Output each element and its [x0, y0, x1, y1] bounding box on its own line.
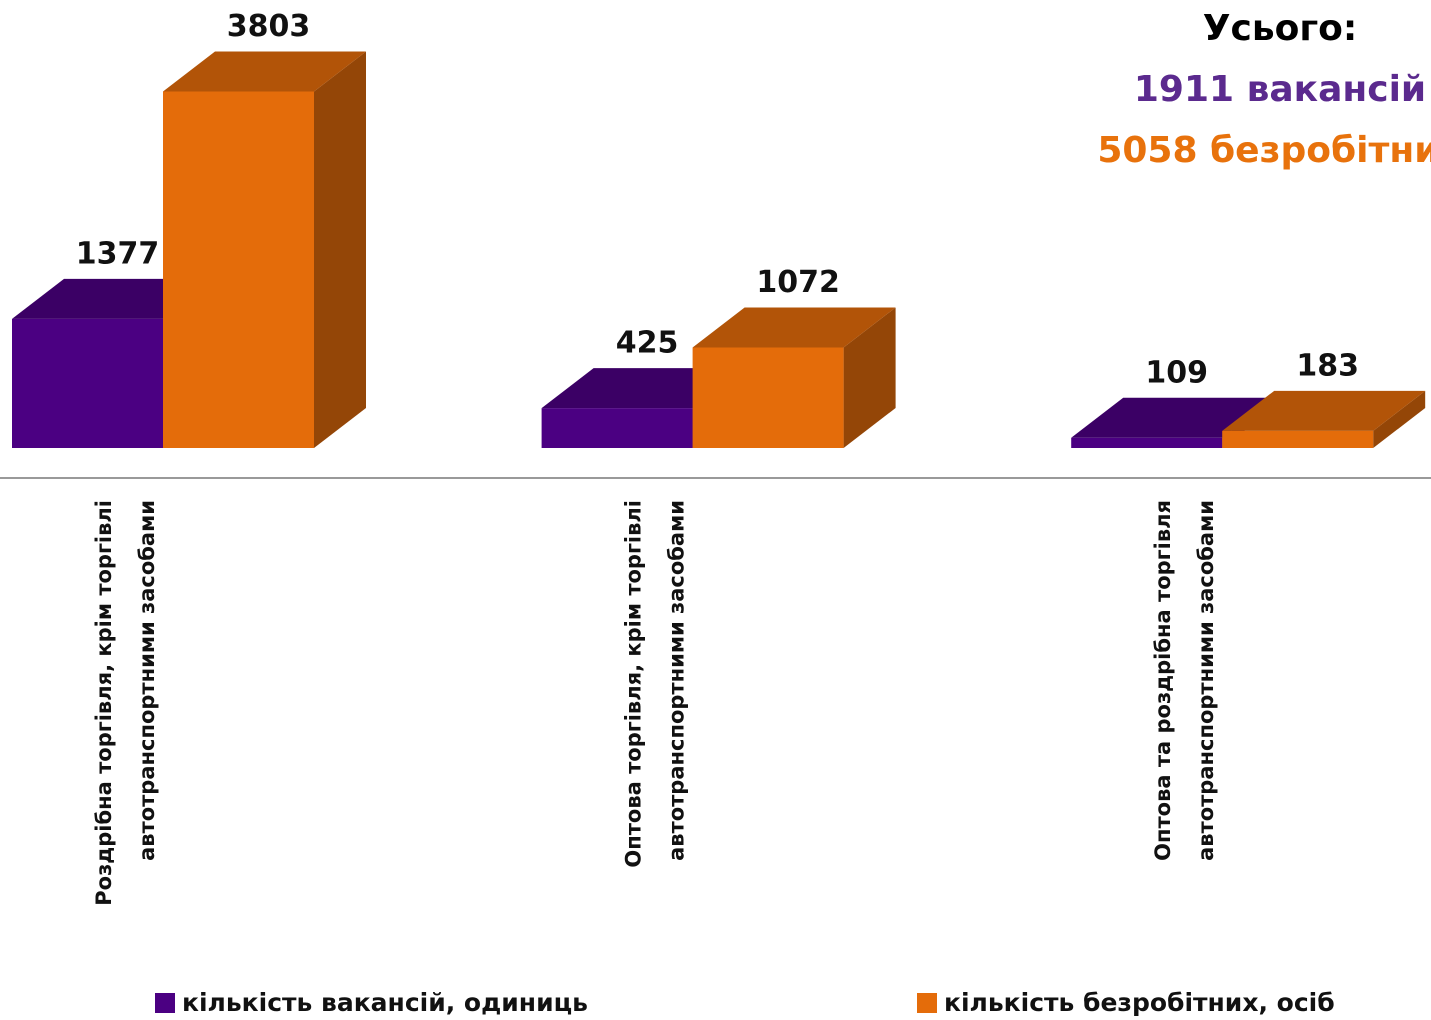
bar-side [314, 51, 366, 448]
bar-front [1222, 430, 1374, 448]
data-label: 109 [1145, 355, 1208, 390]
x-tick-label: автотранспортними засобами [135, 500, 159, 861]
bar-top [1222, 390, 1426, 431]
bar [163, 51, 366, 448]
bar-front [692, 347, 844, 448]
bar-top [163, 51, 366, 92]
bar [1222, 390, 1426, 448]
legend-label: кількість вакансій, одиниць [182, 988, 588, 1017]
data-label: 1377 [76, 236, 160, 271]
bar-top [1071, 397, 1275, 438]
legend-label: кількість безробітних, осіб [944, 988, 1335, 1017]
bar-front [1071, 437, 1223, 448]
bar-top [692, 307, 896, 348]
bar [692, 307, 896, 448]
bar-side [843, 307, 896, 448]
data-label: 1072 [756, 265, 840, 300]
legend-swatch [155, 993, 175, 1013]
bar-side [1373, 390, 1426, 448]
legend-swatch [917, 993, 937, 1013]
x-tick-label: автотранспортними засобами [665, 500, 689, 861]
data-label: 425 [616, 326, 679, 361]
annotation: 1911 вакансій [1134, 69, 1426, 110]
x-tick-label: Оптова торгівля, крім торгівлі [622, 500, 646, 868]
bar-front [163, 91, 314, 448]
bar-front [12, 318, 163, 448]
data-label: 3803 [227, 9, 311, 44]
bar-front [541, 408, 693, 448]
data-label: 183 [1296, 348, 1359, 383]
x-tick-label: Роздрібна торгівля, крім торгівлі [92, 500, 116, 906]
annotation: 5058 безробітних [1097, 130, 1431, 171]
x-tick-label: Оптова та роздрібна торгівля [1151, 500, 1175, 861]
annotation: Усього: [1203, 8, 1358, 49]
x-tick-label: автотранспортними засобами [1194, 500, 1218, 861]
